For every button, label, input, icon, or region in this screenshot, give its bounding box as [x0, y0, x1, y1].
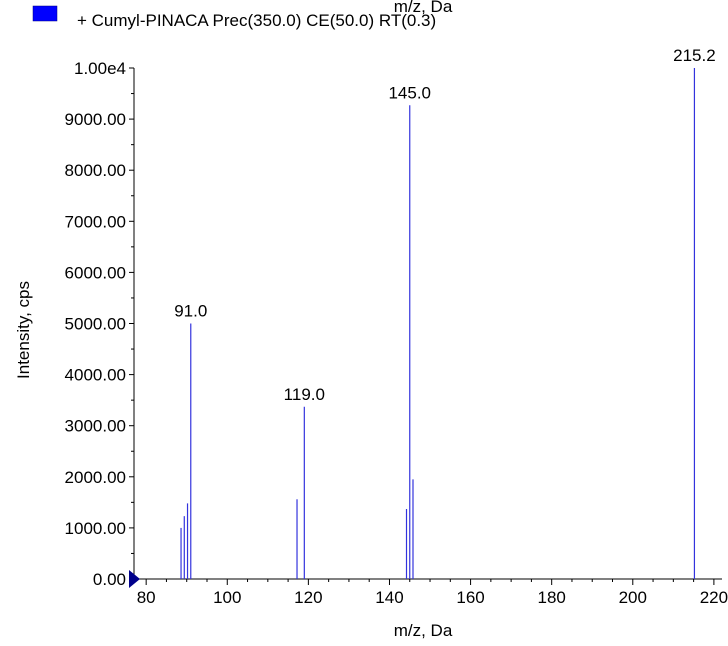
legend: + Cumyl-PINACA Prec(350.0) CE(50.0) RT(0…: [32, 5, 436, 30]
legend-swatch: [32, 5, 58, 22]
x-tick-label: 140: [375, 588, 403, 607]
x-tick-label: 200: [619, 588, 647, 607]
x-tick-label: 100: [213, 588, 241, 607]
y-tick-label: 1.00e4: [74, 59, 126, 78]
x-tick-label: 220: [700, 588, 728, 607]
x-tick-label: 120: [294, 588, 322, 607]
legend-label: + Cumyl-PINACA Prec(350.0) CE(50.0) RT(0…: [77, 11, 436, 30]
y-tick-label: 9000.00: [65, 110, 126, 129]
y-tick-label: 2000.00: [65, 468, 126, 487]
x-tick-label: 160: [456, 588, 484, 607]
peak-label: 215.2: [673, 46, 716, 65]
y-tick-label: 6000.00: [65, 263, 126, 282]
peak-label: 119.0: [284, 385, 325, 404]
origin-marker: [129, 570, 140, 588]
peak-labels: 91.0 119.0 145.0 215.2: [174, 46, 715, 404]
y-tick-label: 7000.00: [65, 212, 126, 231]
peak-label: 91.0: [174, 302, 207, 321]
peaks: [180, 68, 696, 579]
clipped-axis-title: m/z, Da: [394, 0, 453, 16]
y-tick-label: 0.00: [93, 570, 126, 589]
x-tick-label: 180: [537, 588, 565, 607]
y-axis-title: Intensity, cps: [14, 281, 33, 379]
y-tick-label: 1000.00: [65, 519, 126, 538]
y-tick-label: 4000.00: [65, 366, 126, 385]
x-tick-label: 80: [137, 588, 156, 607]
peak-label: 145.0: [388, 83, 431, 102]
y-tick-label: 8000.00: [65, 161, 126, 180]
y-tick-label: 5000.00: [65, 315, 126, 334]
y-tick-label: 3000.00: [65, 417, 126, 436]
axes: 0.00 1000.00 2000.00 3000.00 4000.00 5000.00 6…: [65, 59, 728, 607]
x-axis-title: m/z, Da: [394, 621, 453, 640]
